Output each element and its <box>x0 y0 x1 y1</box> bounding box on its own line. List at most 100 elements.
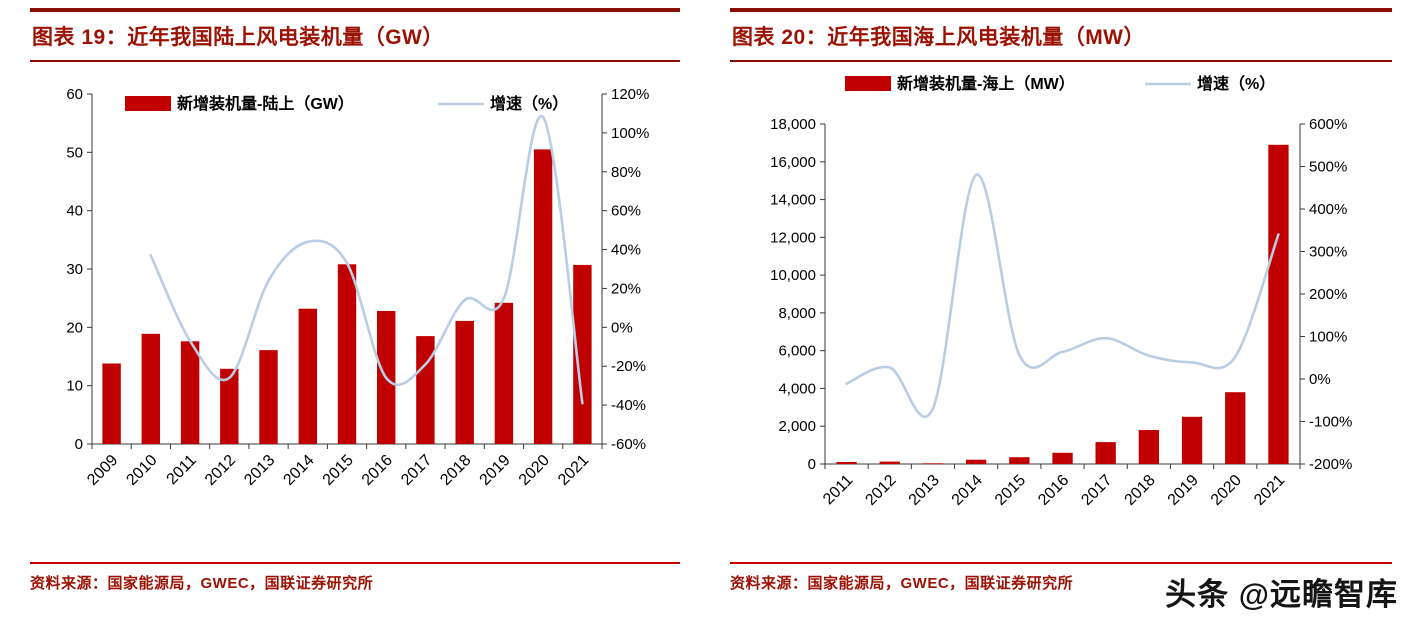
x-axis-label: 2011 <box>164 452 200 488</box>
right-axis-label: 100% <box>1309 329 1347 346</box>
x-axis-label: 2015 <box>320 452 357 489</box>
x-axis-label: 2016 <box>1035 472 1072 509</box>
x-axis-label: 2018 <box>437 452 474 489</box>
watermark-brand: 头条 <box>1165 577 1230 612</box>
right-axis-label: -200% <box>1309 456 1352 473</box>
bar-2010 <box>141 333 160 445</box>
right-axis-label: 600% <box>1309 116 1347 133</box>
right-axis-label: -100% <box>1309 414 1352 431</box>
growth-line <box>149 114 584 405</box>
left-axis-label: 40 <box>66 203 83 220</box>
bar-2014 <box>966 459 987 464</box>
bar-2014 <box>298 308 317 444</box>
x-axis-label: 2012 <box>862 472 899 509</box>
right-axis-label: 200% <box>1309 286 1347 303</box>
right-axis-label: 0% <box>611 319 633 336</box>
left-axis-label: 0 <box>808 456 816 473</box>
bar-2018 <box>455 320 474 444</box>
right-axis-label: 500% <box>1309 159 1347 176</box>
bar-2012 <box>220 368 239 445</box>
x-axis-label: 2014 <box>280 452 317 489</box>
bar-2017 <box>416 336 435 444</box>
left-axis-label: 30 <box>66 261 83 278</box>
right-axis-label: 40% <box>611 242 641 259</box>
panel-offshore-wind: 图表 20：近年我国海上风电装机量（MW） 0 2,000 4,000 6,000 8,… <box>730 8 1392 593</box>
x-axis-label: 2015 <box>992 472 1029 509</box>
right-axis-label: 300% <box>1309 244 1347 261</box>
watermark-handle: @远瞻智库 <box>1238 577 1398 612</box>
source-onshore: 资料来源：国家能源局，GWEC，国联证券研究所 <box>30 562 680 593</box>
x-axis-label: 2011 <box>820 472 856 508</box>
growth-line <box>845 173 1280 419</box>
bar-2020 <box>533 149 553 444</box>
bar-2009 <box>102 363 121 444</box>
x-axis-label: 2009 <box>84 452 121 489</box>
bar-2021 <box>1268 144 1289 465</box>
x-axis-label: 2010 <box>123 452 160 489</box>
legend-bar-label: 新增装机量-海上（MW） <box>897 74 1075 93</box>
left-axis-label: 60 <box>66 86 83 103</box>
bar-2013 <box>922 463 944 465</box>
left-axis-label: 18,000 <box>770 116 816 133</box>
bar-2016 <box>1052 452 1073 464</box>
x-axis-label: 2013 <box>241 452 278 489</box>
bar-2021 <box>573 264 592 444</box>
bar-2011 <box>180 341 200 444</box>
right-axis-label: 100% <box>611 125 649 142</box>
left-axis-label: 0 <box>75 436 83 453</box>
bar-2013 <box>259 350 278 444</box>
bar-2017 <box>1095 442 1116 464</box>
x-axis-label: 2017 <box>398 452 435 489</box>
watermark: 头条 @远瞻智库 <box>1165 569 1398 614</box>
bar-2018 <box>1138 430 1159 464</box>
x-axis-label: 2020 <box>516 452 553 489</box>
left-axis-label: 12,000 <box>770 229 816 246</box>
right-axis-label: 60% <box>611 203 641 220</box>
legend-bar-label: 新增装机量-陆上（GW） <box>177 94 354 113</box>
left-axis-label: 50 <box>66 144 83 161</box>
bar-2015 <box>1009 457 1030 464</box>
x-axis-label: 2020 <box>1208 472 1245 509</box>
chart-title-onshore: 图表 19：近年我国陆上风电装机量（GW） <box>30 8 680 62</box>
left-axis-label: 14,000 <box>770 192 816 209</box>
right-axis-label: 80% <box>611 164 641 181</box>
legend-line-label: 增速（%） <box>1197 74 1275 93</box>
x-axis-label: 2012 <box>202 452 239 489</box>
left-axis-label: 2,000 <box>778 418 816 435</box>
bar-2019 <box>494 302 514 444</box>
right-axis-label: 120% <box>611 86 649 103</box>
bar-2012 <box>879 461 900 464</box>
x-axis-label: 2016 <box>359 452 396 489</box>
left-axis-label: 10,000 <box>770 267 816 284</box>
right-axis-label: -60% <box>611 436 646 453</box>
x-axis-label: 2017 <box>1078 472 1115 509</box>
chart-title-offshore: 图表 20：近年我国海上风电装机量（MW） <box>730 8 1392 62</box>
legend-line-label: 增速（%） <box>490 94 568 113</box>
x-axis-label: 2014 <box>949 472 986 509</box>
bar-2020 <box>1225 392 1246 464</box>
panel-onshore-wind: 图表 19：近年我国陆上风电装机量（GW） 0 10 20 30 40 50 60 -60% -… <box>30 8 680 593</box>
right-axis-label: 400% <box>1309 201 1347 218</box>
bar-2015 <box>337 264 357 444</box>
bar-2011 <box>836 462 857 464</box>
x-axis-label: 2021 <box>1251 472 1288 509</box>
right-axis-label: -40% <box>611 397 646 414</box>
offshore-chart: 0 2,000 4,000 6,000 8,000 10,000 12,000 14,000 1… <box>770 74 1352 509</box>
x-axis-label: 2019 <box>1165 472 1202 509</box>
left-axis-label: 20 <box>66 319 83 336</box>
legend-bar-swatch <box>125 96 171 111</box>
source-offshore: 资料来源：国家能源局，GWEC，国联证券研究所 <box>730 562 1392 593</box>
right-axis-label: -20% <box>611 358 646 375</box>
onshore-chart: 0 10 20 30 40 50 60 -60% -40% -20% 0% 20% 40% 60% 80% 1… <box>66 86 649 489</box>
left-axis-label: 4,000 <box>778 380 816 397</box>
x-axis-label: 2018 <box>1122 472 1159 509</box>
x-axis-label: 2021 <box>555 452 592 489</box>
right-axis-label: 20% <box>611 280 641 297</box>
bar-2019 <box>1181 416 1203 464</box>
left-axis-label: 8,000 <box>778 305 816 322</box>
legend-bar-swatch <box>845 76 891 91</box>
left-axis-label: 16,000 <box>770 154 816 171</box>
left-axis-label: 6,000 <box>778 343 816 360</box>
x-axis-label: 2013 <box>906 472 943 509</box>
